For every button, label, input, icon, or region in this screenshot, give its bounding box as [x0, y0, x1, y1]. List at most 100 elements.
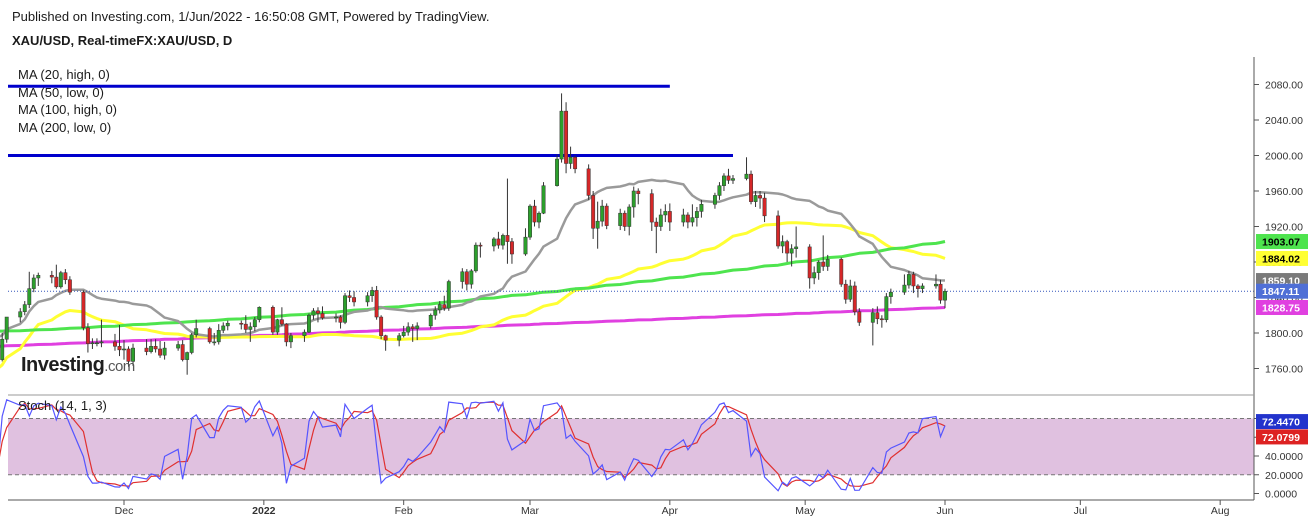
candle: [694, 211, 699, 218]
candle: [58, 272, 63, 288]
candle: [189, 334, 194, 353]
candle: [180, 344, 185, 360]
candle: [573, 157, 578, 170]
ma-legend-item[interactable]: MA (100, high, 0): [18, 102, 117, 117]
candle: [144, 347, 149, 352]
candle: [410, 326, 415, 329]
candle: [433, 309, 438, 316]
candle: [631, 190, 636, 208]
candle: [505, 235, 510, 242]
candle: [63, 272, 68, 280]
candle: [370, 290, 375, 296]
candle: [636, 190, 641, 194]
ma100-badge: [1256, 234, 1308, 250]
candle: [749, 173, 753, 202]
candle: [54, 276, 59, 288]
x-tick-label: Dec: [115, 505, 134, 517]
ma50-badge-text: 1884.02: [1262, 253, 1300, 265]
candle: [915, 285, 920, 289]
candle: [564, 110, 569, 164]
candle: [94, 342, 99, 345]
candle: [307, 315, 311, 333]
candle: [347, 295, 352, 298]
candle: [604, 205, 609, 226]
ma-legend-item[interactable]: MA (50, low, 0): [18, 84, 104, 100]
candle: [176, 344, 181, 349]
stoch-band: [8, 418, 1254, 475]
candle: [122, 348, 126, 351]
y-tick-label: 2080.00: [1265, 80, 1303, 92]
stoch-pane: [0, 398, 1254, 492]
y-tick-label: 2000.00: [1265, 151, 1303, 163]
candle: [248, 326, 253, 330]
candle: [663, 211, 668, 216]
candle: [221, 325, 226, 331]
candle: [0, 338, 5, 360]
candle: [920, 285, 925, 289]
axes: 1760.001800.001840.001880.001920.001960.…: [8, 57, 1308, 517]
candle: [478, 244, 483, 247]
candle: [379, 316, 384, 336]
candle: [627, 206, 632, 227]
candle: [555, 158, 559, 186]
y-tick-label: 1760.00: [1265, 364, 1303, 376]
candle: [654, 221, 659, 227]
x-tick-label: Jun: [937, 505, 954, 517]
candle: [906, 274, 911, 286]
candle: [81, 291, 86, 328]
candle: [225, 322, 230, 327]
candle: [618, 212, 623, 226]
candle: [149, 346, 154, 352]
candle: [870, 312, 875, 323]
candle: [113, 341, 117, 347]
candle: [279, 319, 284, 325]
main-pane: [0, 84, 1254, 375]
stoch-k-badge: [1256, 414, 1308, 430]
y-tick-label: 2040.00: [1265, 115, 1303, 127]
candle: [406, 326, 411, 333]
candle: [212, 341, 217, 344]
candle: [252, 319, 257, 328]
candle: [207, 328, 212, 343]
candle: [753, 195, 758, 202]
candle: [541, 185, 546, 214]
ma-legend-item[interactable]: MA (20, high, 0): [18, 67, 110, 82]
ma-legend-item[interactable]: MA (200, low, 0): [18, 119, 112, 135]
candle: [500, 235, 505, 246]
candle: [943, 291, 947, 301]
candle: [496, 238, 501, 246]
x-tick-label: Feb: [395, 505, 413, 517]
candle: [243, 323, 248, 330]
ma200-badge-text: 1828.75: [1262, 302, 1300, 314]
x-tick-label: Apr: [662, 505, 679, 517]
candle: [776, 215, 781, 247]
candle: [460, 271, 465, 282]
candle: [464, 271, 469, 285]
candle: [311, 310, 316, 316]
stoch-legend[interactable]: Stoch (14, 1, 3): [18, 398, 107, 413]
candle: [852, 285, 857, 312]
candle: [491, 238, 496, 247]
candle: [22, 304, 27, 312]
ma200-badge: [1256, 299, 1308, 315]
candle: [681, 214, 686, 223]
candle: [284, 323, 289, 343]
candle: [528, 205, 532, 238]
candle: [320, 313, 325, 319]
candle: [18, 311, 23, 318]
candle: [722, 175, 726, 186]
candle: [158, 348, 163, 356]
candle: [934, 283, 938, 287]
y-tick-label: 1800.00: [1265, 328, 1303, 340]
stoch-d-badge-text: 72.0799: [1262, 432, 1300, 444]
candle: [559, 110, 564, 160]
ma20-line: [0, 178, 946, 338]
candle: [794, 246, 799, 249]
candle: [568, 157, 573, 164]
candle: [848, 285, 853, 300]
candle: [785, 241, 790, 254]
stoch-k-line: [0, 398, 946, 492]
candle: [343, 295, 347, 323]
candle: [658, 214, 663, 227]
